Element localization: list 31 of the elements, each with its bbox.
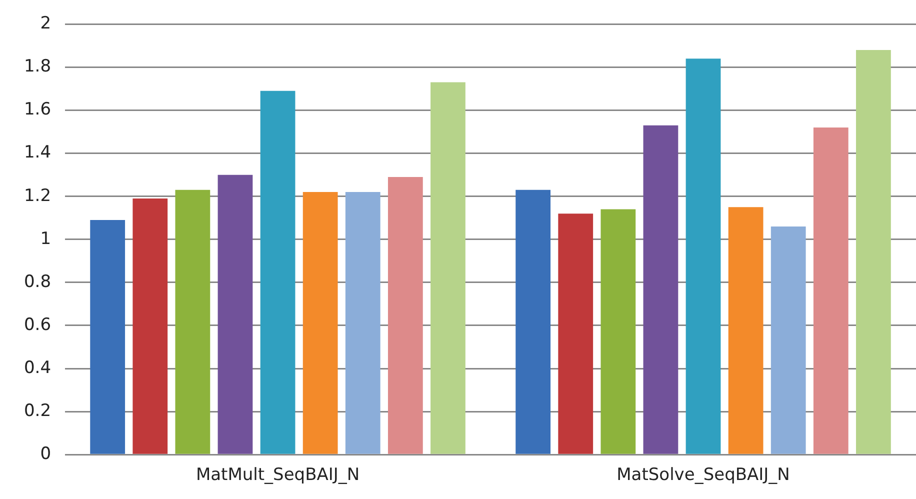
y-tick-label: 0.4 (24, 358, 52, 378)
bar (218, 174, 253, 454)
bar (643, 125, 678, 454)
y-tick-label: 1.2 (24, 186, 52, 206)
y-tick-label: 1.6 (24, 100, 52, 120)
bar (260, 90, 296, 454)
bar (600, 209, 636, 454)
bar (175, 190, 210, 454)
x-tick-label: MatSolve_SeqBAIJ_N (616, 465, 790, 486)
bar (770, 226, 806, 454)
bar (302, 192, 338, 454)
y-tick-label: 1.8 (24, 56, 52, 77)
y-tick-label: 2 (40, 14, 52, 34)
bar (558, 214, 594, 454)
bar (728, 207, 764, 454)
bar (345, 192, 380, 454)
bar (430, 82, 466, 454)
bar (516, 190, 551, 454)
y-tick-label: 0.2 (24, 400, 52, 421)
bar (388, 176, 423, 454)
y-tick-label: 1 (40, 228, 52, 249)
y-tick-label: 0.6 (24, 314, 52, 335)
bar (856, 50, 891, 454)
bar (686, 58, 721, 454)
y-tick-label: 0.8 (24, 272, 52, 292)
y-tick-label: 0 (40, 444, 52, 464)
x-tick-label: MatMult_SeqBAIJ_N (196, 465, 360, 486)
bar (90, 220, 126, 454)
bar (132, 198, 168, 454)
bar (813, 127, 848, 454)
y-tick-label: 1.4 (24, 142, 52, 163)
